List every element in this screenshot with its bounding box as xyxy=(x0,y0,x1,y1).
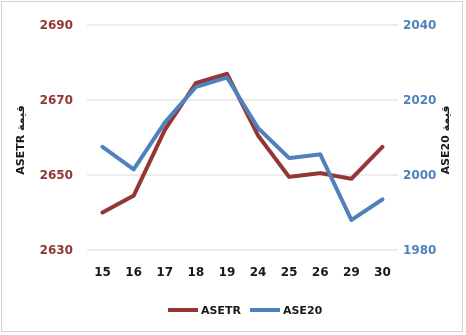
series-line-asetr xyxy=(100,71,385,215)
left-tick-label: 2670 xyxy=(40,93,73,107)
right-tick-label: 2020 xyxy=(403,93,436,107)
x-tick-label: 16 xyxy=(125,265,142,279)
left-tick-label: 2690 xyxy=(40,18,73,32)
chart-frame xyxy=(1,1,463,332)
x-tick-label: 19 xyxy=(219,265,236,279)
right-tick-label: 2040 xyxy=(403,18,436,32)
right-tick-label: 2000 xyxy=(403,168,436,182)
x-tick-label: 25 xyxy=(281,265,298,279)
right-tick-label: 1980 xyxy=(403,243,436,257)
x-tick-label: 26 xyxy=(312,265,329,279)
x-tick-label: 15 xyxy=(94,265,111,279)
x-tick-label: 17 xyxy=(156,265,173,279)
right-axis-title: قيمة ASE20 xyxy=(439,106,452,175)
left-axis-ticks: 2690 2670 2650 2630 xyxy=(40,18,73,257)
right-axis-ticks: 2040 2020 2000 1980 xyxy=(403,18,436,257)
x-tick-label: 24 xyxy=(250,265,267,279)
legend-label-ase20: ASE20 xyxy=(283,304,323,317)
x-tick-label: 29 xyxy=(343,265,360,279)
legend-label-asetr: ASETR xyxy=(201,304,241,317)
x-tick-label: 18 xyxy=(187,265,204,279)
x-tick-label: 30 xyxy=(374,265,391,279)
legend: ASETR ASE20 xyxy=(168,304,323,317)
series-lines xyxy=(100,71,385,222)
left-tick-label: 2650 xyxy=(40,168,73,182)
series-line-ase20 xyxy=(100,75,385,222)
left-tick-label: 2630 xyxy=(40,243,73,257)
left-axis-title: قيمة ASETR xyxy=(14,105,27,175)
x-axis-ticks: 15 16 17 18 19 24 25 26 29 30 xyxy=(94,265,391,279)
